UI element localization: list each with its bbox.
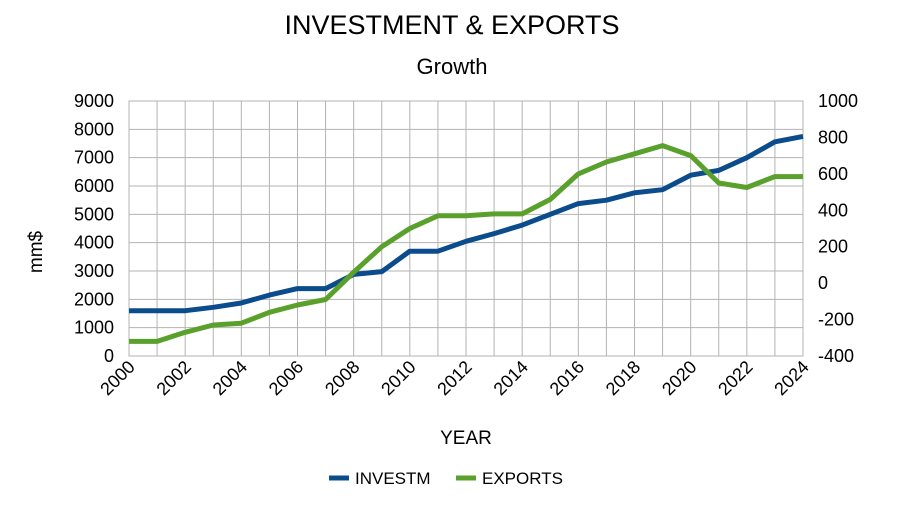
y-tick-label: 9000 bbox=[74, 91, 114, 111]
y-tick-label: 2000 bbox=[74, 289, 114, 309]
y2-tick-label: 0 bbox=[818, 273, 828, 293]
series-line-investm bbox=[129, 133, 804, 314]
x-tick-label: 2016 bbox=[546, 357, 588, 399]
x-tick-label: 2010 bbox=[377, 357, 419, 399]
plot-area-frame bbox=[128, 100, 804, 357]
y-tick-label: 7000 bbox=[74, 148, 114, 168]
y2-tick-label: 1000 bbox=[818, 91, 858, 111]
y-tick-label: 1000 bbox=[74, 318, 114, 338]
y2-tick-label: 800 bbox=[818, 127, 848, 147]
x-tick-label: 2022 bbox=[714, 357, 756, 399]
series-line-exports bbox=[129, 143, 803, 344]
series-lines bbox=[129, 133, 804, 344]
y2-tick-label: 200 bbox=[818, 237, 848, 257]
gridlines bbox=[128, 100, 804, 357]
x-tick-label: 2012 bbox=[433, 357, 475, 399]
y-axis-title: mm$ bbox=[26, 230, 47, 273]
legend-label-investm: INVESTM bbox=[355, 469, 431, 488]
x-tick-label: 2018 bbox=[602, 357, 644, 399]
x-tick-label: 2000 bbox=[96, 357, 138, 399]
y-tick-label: 5000 bbox=[74, 204, 114, 224]
x-tick-label: 2014 bbox=[490, 357, 532, 399]
y-tick-label: 3000 bbox=[74, 261, 114, 281]
y-tick-label: 8000 bbox=[74, 119, 114, 139]
y2-tick-label: -400 bbox=[818, 346, 854, 366]
chart-title: INVESTMENT & EXPORTS bbox=[284, 10, 619, 40]
x-tick-label: 2008 bbox=[321, 357, 363, 399]
x-tick-label: 2020 bbox=[658, 357, 700, 399]
x-tick-label: 2004 bbox=[209, 357, 251, 399]
y-tick-label: 0 bbox=[104, 346, 114, 366]
legend: INVESTM EXPORTS bbox=[329, 469, 563, 488]
x-tick-label: 2006 bbox=[265, 357, 307, 399]
axes bbox=[128, 100, 804, 357]
x-tick-label: 2024 bbox=[770, 357, 812, 399]
y-tick-label: 6000 bbox=[74, 176, 114, 196]
y2-tick-label: 600 bbox=[818, 164, 848, 184]
y2-tick-label: -200 bbox=[818, 310, 854, 330]
x-axis-title: YEAR bbox=[440, 428, 492, 449]
chart-subtitle: Growth bbox=[417, 54, 488, 79]
y2-tick-label: 400 bbox=[818, 200, 848, 220]
y-tick-label: 4000 bbox=[74, 233, 114, 253]
x-tick-label: 2002 bbox=[153, 357, 195, 399]
legend-label-exports: EXPORTS bbox=[482, 469, 563, 488]
